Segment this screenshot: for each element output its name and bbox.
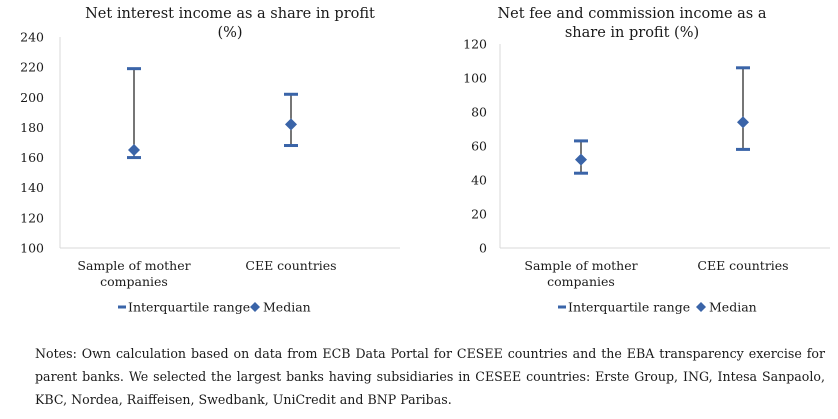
chart-title-line: (%) xyxy=(217,25,242,41)
y-tick-label: 200 xyxy=(20,90,44,105)
median-point xyxy=(575,153,587,166)
x-category-label: CEE countries xyxy=(697,258,788,273)
y-tick-label: 120 xyxy=(463,37,487,52)
y-tick-label: 40 xyxy=(471,173,487,188)
legend-range-swatch xyxy=(558,305,566,309)
y-tick-label: 60 xyxy=(471,139,487,154)
median-point xyxy=(737,116,749,129)
chart-1: Net interest income as a share in profit… xyxy=(20,6,400,315)
median-point xyxy=(128,144,140,157)
range-high-mark xyxy=(736,66,750,70)
y-tick-label: 180 xyxy=(20,120,44,135)
range-low-mark xyxy=(736,147,750,151)
chart-2: Net fee and commission income as a share … xyxy=(463,6,830,315)
y-tick-label: 0 xyxy=(479,241,487,256)
range-high-mark xyxy=(284,92,298,96)
median-point xyxy=(285,118,297,131)
legend-median-label: Median xyxy=(709,300,757,315)
y-tick-label: 100 xyxy=(20,241,44,256)
legend-range-swatch xyxy=(118,305,126,309)
x-category-label: Sample of mother xyxy=(524,258,637,273)
y-tick-label: 140 xyxy=(20,180,44,195)
range-high-mark xyxy=(574,139,588,143)
range-low-mark xyxy=(284,144,298,148)
y-tick-label: 220 xyxy=(20,60,44,75)
chart-title-line: share in profit (%) xyxy=(565,25,699,41)
notes-text: Notes: Own calculation based on data fro… xyxy=(35,346,825,407)
chart-title-line: Net interest income as a share in profit xyxy=(85,6,375,22)
charts-area: Net interest income as a share in profit… xyxy=(20,6,830,315)
y-tick-label: 240 xyxy=(20,30,44,45)
y-tick-label: 120 xyxy=(20,210,44,225)
legend-range-label: Interquartile range xyxy=(128,300,250,315)
chart-legend: Interquartile range Median xyxy=(118,300,311,315)
x-category-label: companies xyxy=(100,274,168,289)
range-high-mark xyxy=(127,67,141,71)
x-category-label: CEE countries xyxy=(245,258,336,273)
y-tick-label: 80 xyxy=(471,105,487,120)
x-category-label: companies xyxy=(547,274,615,289)
y-tick-label: 20 xyxy=(471,207,487,222)
legend-median-swatch xyxy=(696,302,706,312)
range-low-mark xyxy=(574,171,588,175)
range-low-mark xyxy=(127,156,141,160)
y-tick-label: 100 xyxy=(463,71,487,86)
x-category-label: Sample of mother xyxy=(77,258,190,273)
legend-range-label: Interquartile range xyxy=(568,300,690,315)
chart-legend: Interquartile range Median xyxy=(558,300,757,315)
y-tick-label: 160 xyxy=(20,150,44,165)
chart-title-line: Net fee and commission income as a xyxy=(497,6,766,22)
legend-median-swatch xyxy=(250,302,260,312)
legend-median-label: Median xyxy=(263,300,311,315)
